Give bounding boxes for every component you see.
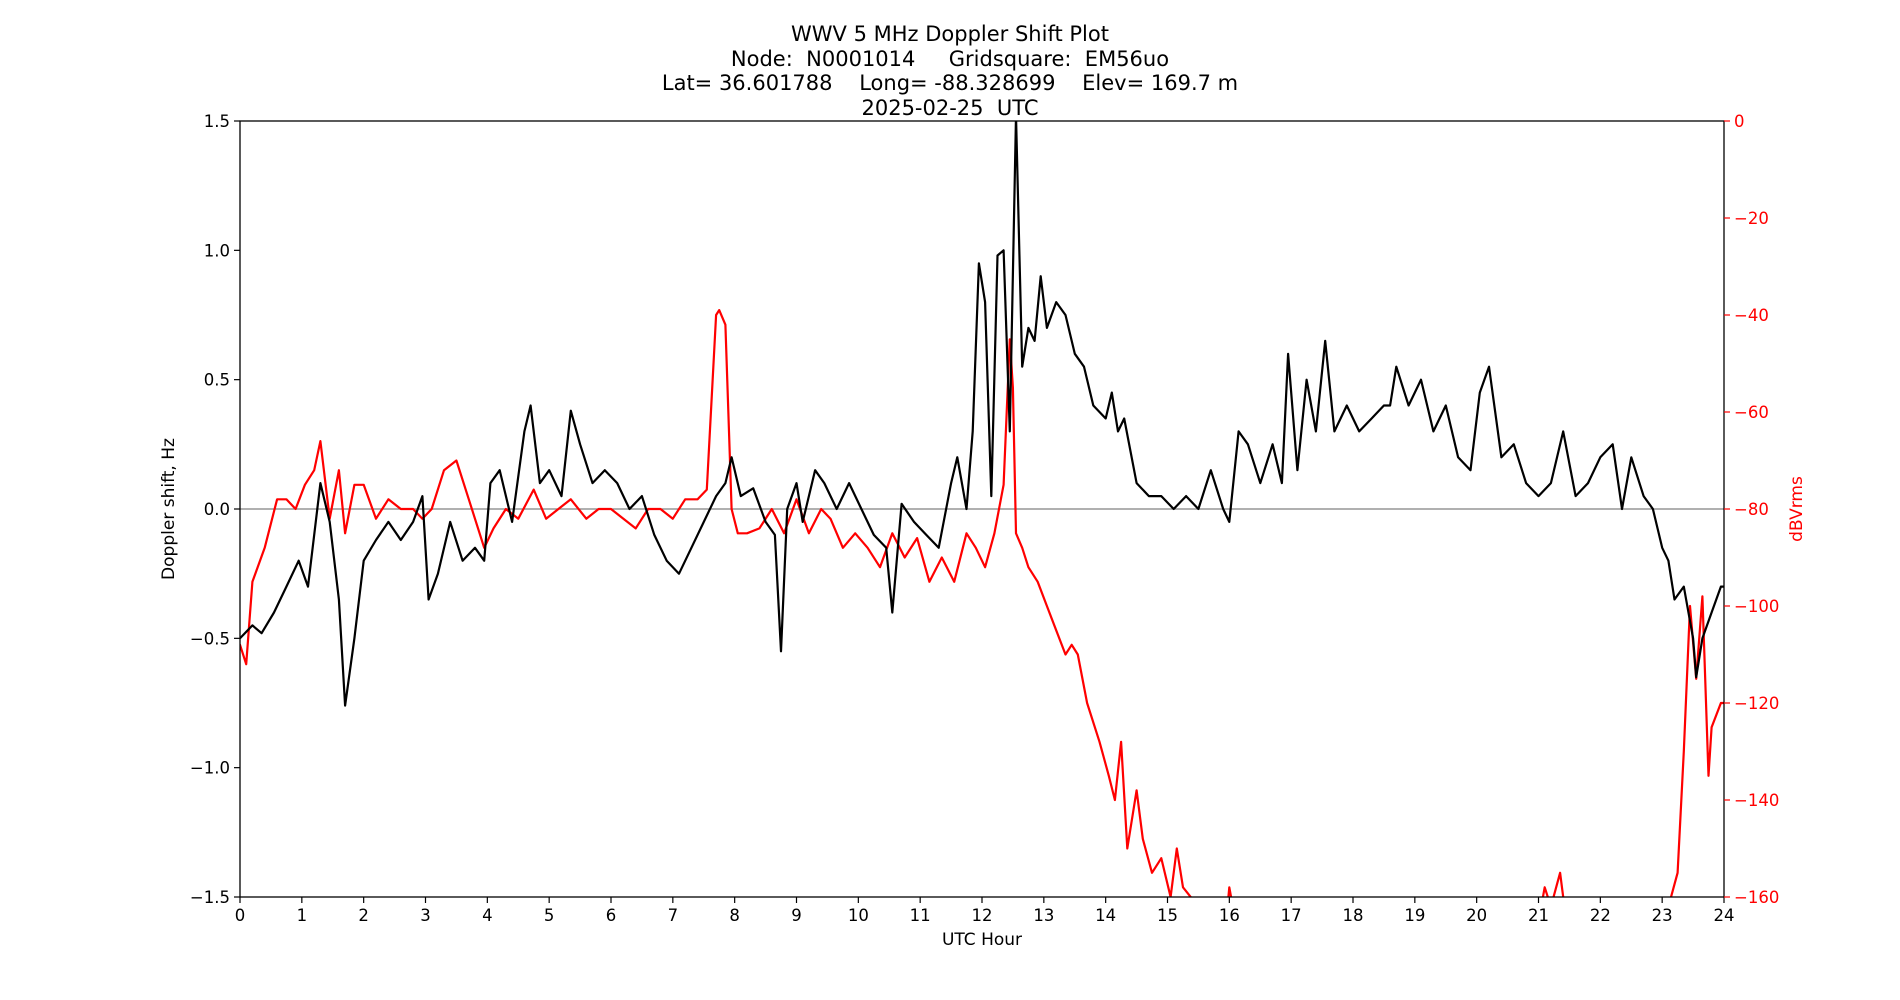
y-tick-label-right: −20 [1734, 209, 1769, 228]
x-tick-label: 6 [606, 906, 617, 925]
x-tick-label: 22 [1590, 906, 1611, 925]
y-tick-label-right: −80 [1734, 500, 1769, 519]
x-tick-label: 1 [297, 906, 308, 925]
y-tick-label-left: 0.0 [204, 500, 230, 519]
x-tick-label: 2 [358, 906, 369, 925]
x-tick-label: 7 [668, 906, 679, 925]
chart-title-block: WWV 5 MHz Doppler Shift Plot Node: N0001… [0, 22, 1900, 120]
chart-subtitle-date: 2025-02-25 UTC [861, 95, 1039, 120]
x-tick-label: 12 [972, 906, 993, 925]
y-tick-label-right: 0 [1734, 112, 1745, 131]
y-tick-label-left: −0.5 [190, 629, 230, 648]
x-tick-label: 9 [791, 906, 802, 925]
x-tick-label: 14 [1095, 906, 1116, 925]
y-axis-label-left: Doppler shift, Hz [159, 438, 179, 580]
x-tick-label: 4 [482, 906, 493, 925]
x-tick-label: 16 [1219, 906, 1240, 925]
y-tick-label-left: −1.0 [190, 759, 230, 778]
chart-title: WWV 5 MHz Doppler Shift Plot [791, 22, 1109, 46]
y-tick-label-right: −100 [1734, 597, 1779, 616]
x-tick-label: 0 [235, 906, 246, 925]
x-tick-label: 13 [1033, 906, 1054, 925]
y-tick-label-right: −60 [1734, 403, 1769, 422]
y-tick-label-right: −160 [1734, 888, 1779, 907]
chart-subtitle-location: Lat= 36.601788 Long= -88.328699 Elev= 16… [661, 71, 1239, 95]
y-tick-label-right: −40 [1734, 306, 1769, 325]
y-tick-label-left: 1.5 [204, 112, 230, 131]
chart-subtitle-node: Node: N0001014 Gridsquare: EM56uo [730, 46, 1170, 71]
x-tick-label: 15 [1157, 906, 1178, 925]
x-tick-label: 21 [1528, 906, 1549, 925]
x-tick-label: 11 [910, 906, 931, 925]
x-tick-label: 5 [544, 906, 555, 925]
y-axis-label-right: dBVrms [1787, 476, 1807, 542]
x-tick-label: 8 [729, 906, 740, 925]
x-tick-label: 20 [1466, 906, 1487, 925]
y-tick-label-right: −120 [1734, 694, 1779, 713]
signal-level-series-line [240, 309, 1724, 897]
x-axis-label: UTC Hour [942, 930, 1022, 950]
y-tick-label-left: 0.5 [204, 371, 230, 390]
y-tick-label-left: −1.5 [190, 888, 230, 907]
x-tick-label: 18 [1343, 906, 1364, 925]
doppler-shift-series-line [240, 121, 1724, 707]
x-tick-label: 3 [420, 906, 431, 925]
x-tick-label: 19 [1404, 906, 1425, 925]
x-tick-label: 23 [1652, 906, 1673, 925]
x-tick-label: 10 [848, 906, 869, 925]
x-tick-label: 24 [1714, 906, 1735, 925]
y-tick-label-left: 1.0 [204, 241, 230, 260]
x-tick-label: 17 [1281, 906, 1302, 925]
y-tick-label-right: −140 [1734, 791, 1779, 810]
